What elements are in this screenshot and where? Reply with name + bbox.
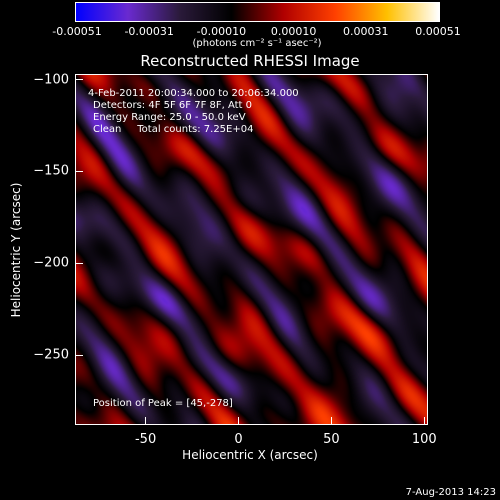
annotation-energy-range: Energy Range: 25.0 - 50.0 keV xyxy=(93,112,246,123)
colorbar-tick-label: -0.00031 xyxy=(124,25,174,38)
x-axis-label: Heliocentric X (arcsec) xyxy=(182,448,318,462)
annotation-peak-position: Position of Peak = [45,-278] xyxy=(93,398,233,409)
y-tick-label: −200 xyxy=(33,255,69,271)
x-tick-mark xyxy=(145,417,147,425)
colorbar-tick-label: -0.00051 xyxy=(52,25,102,38)
colorbar-tick-label: 0.00051 xyxy=(415,25,461,38)
colorbar-tick-label: 0.00010 xyxy=(270,25,317,38)
x-tick-label: -50 xyxy=(134,432,157,447)
chart-title: Reconstructed RHESSI Image xyxy=(140,52,360,70)
colorbar-tick-label: -0.00010 xyxy=(196,25,247,38)
colorbar xyxy=(75,2,440,22)
y-tick-label: −150 xyxy=(33,163,69,179)
x-tick-label: 0 xyxy=(234,432,243,447)
colorbar-tick-label: 0.00031 xyxy=(343,25,389,38)
y-tick-mark xyxy=(75,170,83,172)
y-tick-mark xyxy=(75,262,83,264)
y-axis-label: Heliocentric Y (arcsec) xyxy=(9,182,23,318)
x-tick-mark xyxy=(237,417,239,425)
x-tick-mark xyxy=(330,417,332,425)
y-tick-label: −250 xyxy=(33,347,69,363)
x-tick-label: 100 xyxy=(411,432,437,447)
annotation-algorithm: Clean Total counts: 7.25E+04 xyxy=(93,124,254,135)
y-tick-mark xyxy=(75,79,83,80)
heatmap-image xyxy=(76,75,427,424)
x-tick-mark xyxy=(423,417,425,425)
annotation-detectors: Detectors: 4F 5F 6F 7F 8F, Att 0 xyxy=(93,100,253,111)
annotation-time-range: 4-Feb-2011 20:00:34.000 to 20:06:34.000 xyxy=(88,88,299,99)
y-tick-label: −100 xyxy=(33,72,69,87)
x-tick-label: 50 xyxy=(323,432,340,447)
timestamp: 7-Aug-2013 14:23 xyxy=(405,487,496,498)
colorbar-units: (photons cm⁻² s⁻¹ asec⁻²) xyxy=(192,38,322,49)
plot-area xyxy=(75,74,428,425)
y-tick-mark xyxy=(75,354,83,356)
